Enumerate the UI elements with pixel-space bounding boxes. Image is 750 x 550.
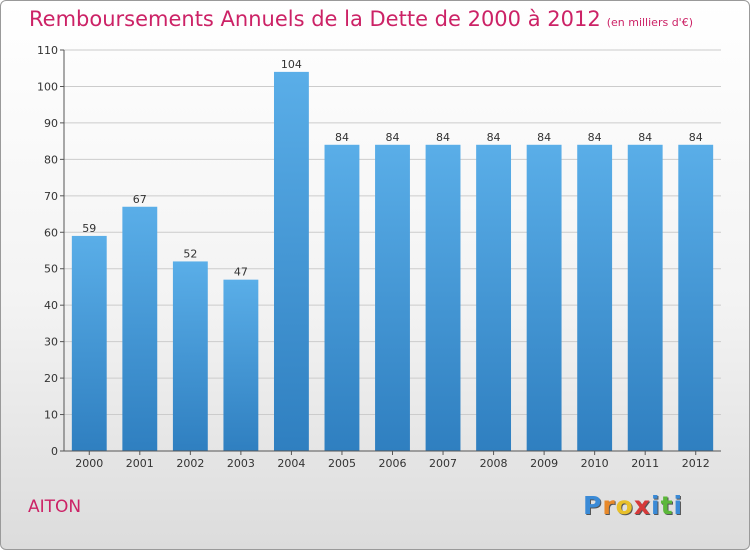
bar-2007 — [425, 144, 461, 452]
chart-title: Remboursements Annuels de la Dette de 20… — [29, 7, 693, 31]
chart-subtitle: (en milliers d'€) — [606, 16, 693, 29]
data-label-2006: 84 — [386, 131, 400, 144]
data-label-2011: 84 — [638, 131, 652, 144]
x-tick-label-2001: 2001 — [126, 457, 154, 470]
y-tick-label: 70 — [44, 190, 58, 203]
data-label-2005: 84 — [335, 131, 349, 144]
y-tick-label: 10 — [44, 409, 58, 422]
x-tick-label-2000: 2000 — [75, 457, 103, 470]
data-label-2000: 59 — [82, 222, 96, 235]
data-label-2009: 84 — [537, 131, 551, 144]
x-tick-label-2007: 2007 — [429, 457, 457, 470]
data-label-2012: 84 — [689, 131, 703, 144]
x-tick-label-2002: 2002 — [176, 457, 204, 470]
bar-2005 — [324, 144, 360, 452]
bar-2003 — [223, 279, 259, 451]
y-tick-label: 60 — [44, 226, 58, 239]
y-tick-label: 100 — [37, 80, 58, 93]
logo-letter: P — [583, 491, 603, 520]
data-label-2007: 84 — [436, 131, 450, 144]
y-tick-label: 40 — [44, 299, 58, 312]
logo-letter: i — [673, 491, 684, 520]
data-label-2004: 104 — [281, 58, 302, 71]
y-tick-label: 80 — [44, 153, 58, 166]
logo-letter: i — [651, 491, 661, 520]
x-tick-label-2011: 2011 — [631, 457, 659, 470]
bar-2012 — [678, 144, 714, 452]
bar-2002 — [172, 261, 208, 451]
chart-title-text: Remboursements Annuels de la Dette de 20… — [29, 7, 601, 31]
commune-name: AITON — [28, 497, 82, 517]
x-tick-label-2005: 2005 — [328, 457, 356, 470]
y-tick-label: 110 — [37, 44, 58, 57]
bar-2006 — [375, 144, 410, 452]
proxiti-logo[interactable]: Proxiti — [583, 491, 683, 520]
x-tick-label-2006: 2006 — [379, 457, 407, 470]
bar-2004 — [273, 71, 309, 451]
data-label-2002: 52 — [183, 247, 197, 260]
bar-2010 — [577, 144, 613, 452]
y-tick-label: 0 — [51, 445, 58, 458]
x-tick-label-2003: 2003 — [227, 457, 255, 470]
logo-letter: t — [660, 491, 674, 520]
bar-2000 — [71, 235, 107, 451]
y-tick-label: 30 — [44, 336, 58, 349]
bar-2008 — [476, 144, 512, 452]
logo-letter: o — [615, 491, 634, 520]
x-tick-label-2008: 2008 — [480, 457, 508, 470]
y-tick-label: 50 — [44, 263, 58, 276]
x-tick-label-2010: 2010 — [581, 457, 609, 470]
y-tick-label: 90 — [44, 117, 58, 130]
x-axis: 2000 2001 2002 2003 2004 2005 2006 2007 2008 2009… — [64, 450, 721, 470]
bar-2009 — [526, 144, 562, 452]
logo-letter: x — [633, 491, 651, 520]
y-axis: 0 10 20 30 40 50 60 70 80 90 100 110 — [37, 44, 65, 458]
x-tick-label-2009: 2009 — [530, 457, 558, 470]
bar-2001 — [122, 206, 158, 451]
data-label-2008: 84 — [487, 131, 501, 144]
data-label-2010: 84 — [588, 131, 602, 144]
x-tick-label-2004: 2004 — [277, 457, 305, 470]
y-tick-label: 20 — [44, 372, 58, 385]
data-label-2001: 67 — [133, 193, 147, 206]
data-label-2003: 47 — [234, 266, 248, 279]
logo-letter: r — [602, 491, 616, 520]
bars: 59 67 52 47 104 84 84 84 84 84 84 84 84 — [71, 58, 714, 452]
bar-2011 — [627, 144, 663, 452]
x-tick-label-2012: 2012 — [682, 457, 710, 470]
